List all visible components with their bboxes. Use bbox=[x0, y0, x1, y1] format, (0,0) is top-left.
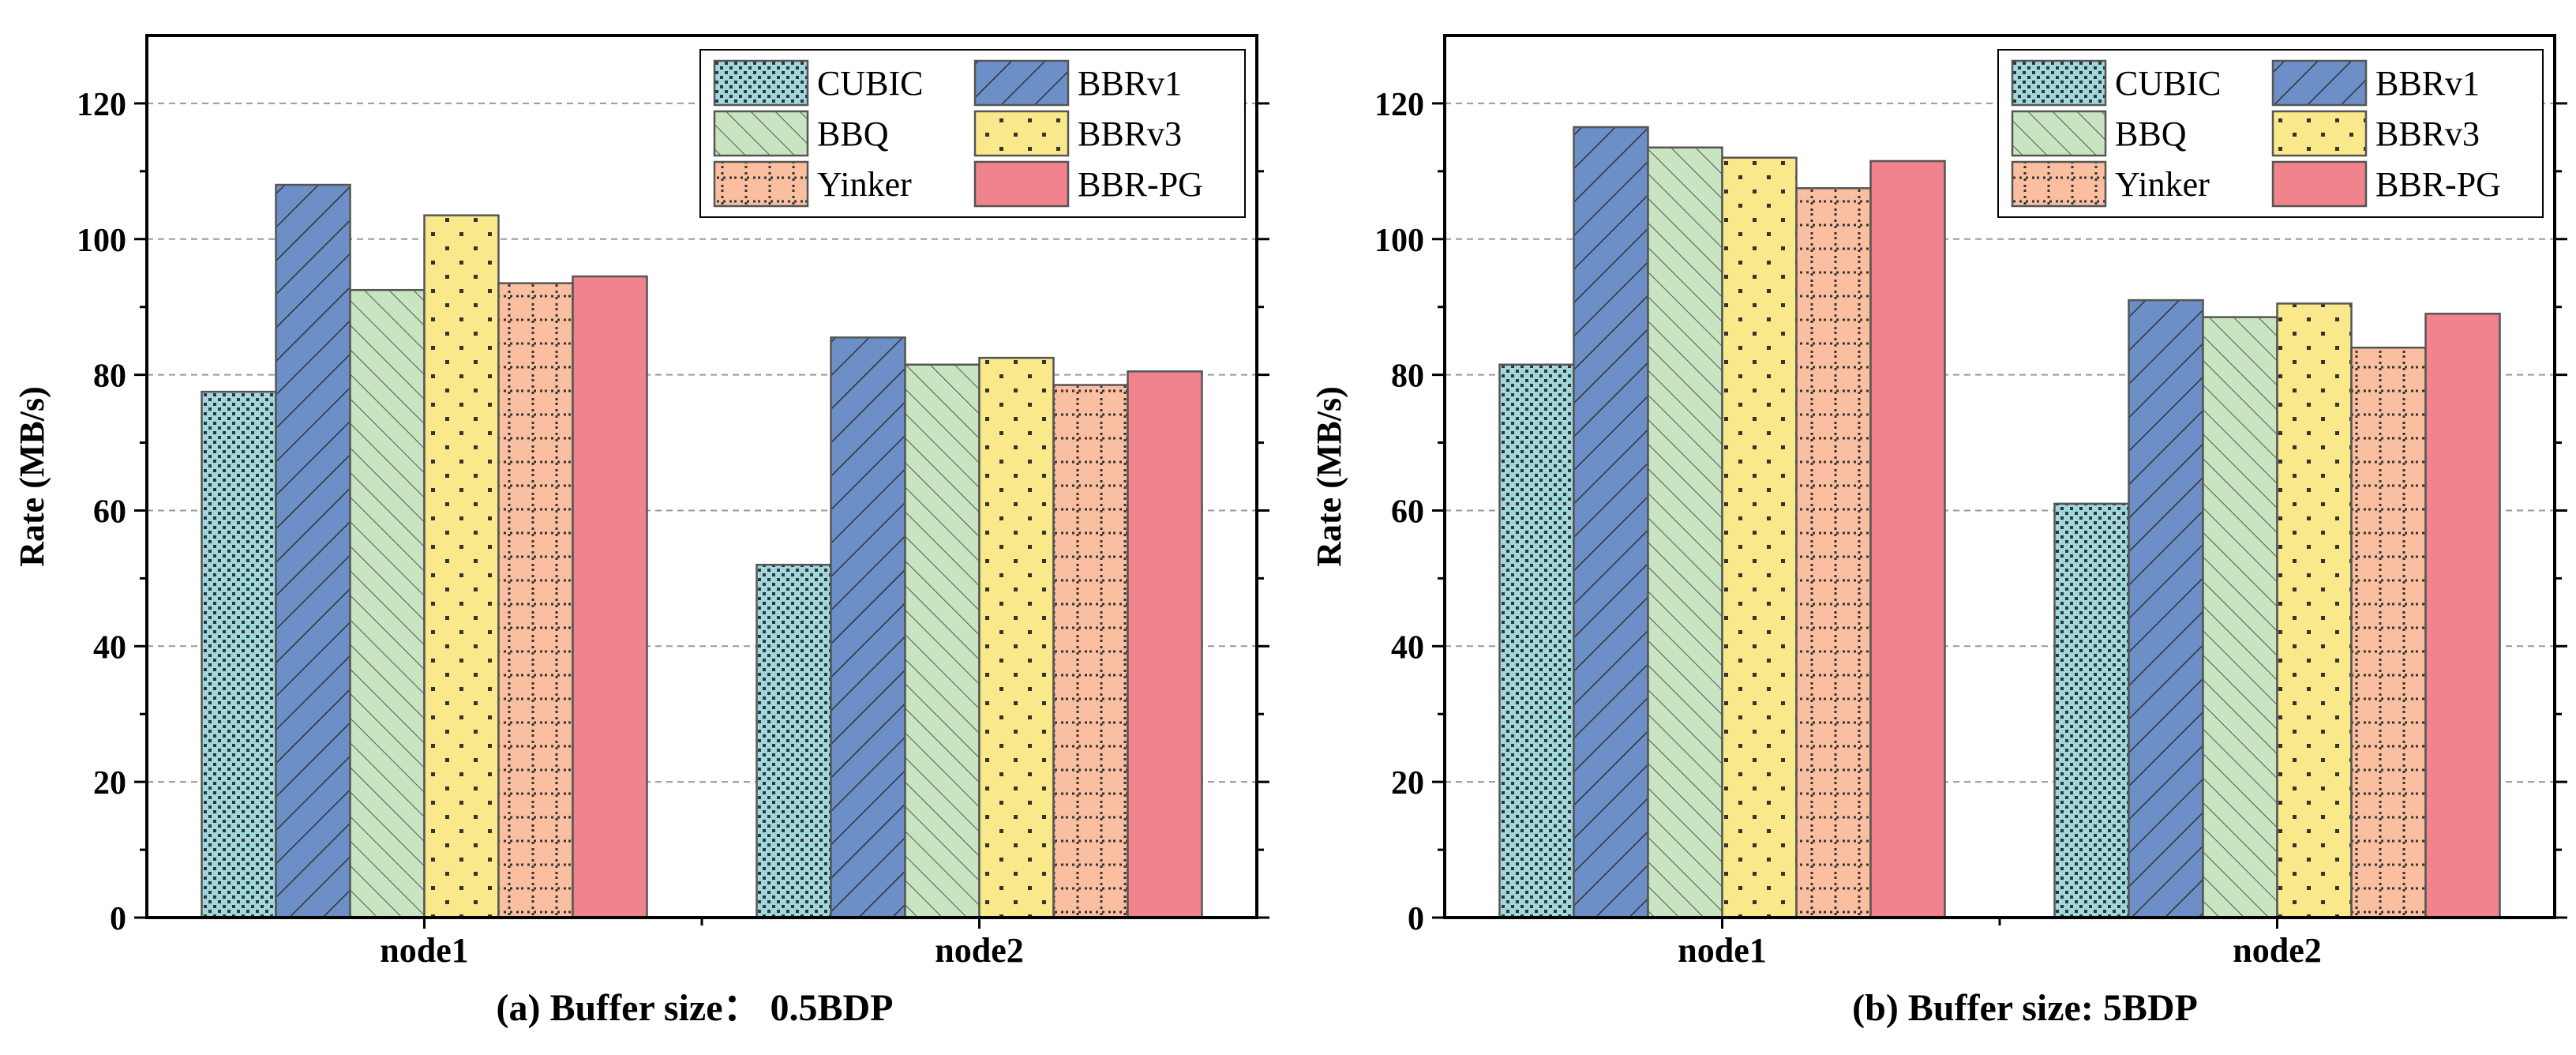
bar-bbrv1-node2 bbox=[830, 336, 906, 919]
y-tick-label: 120 bbox=[77, 87, 126, 123]
x-tick-label: node2 bbox=[935, 931, 1023, 970]
bar-bbr-pg-node1 bbox=[572, 275, 648, 919]
bar-cubic-node1 bbox=[201, 390, 277, 919]
legend-label-cubic: CUBIC bbox=[817, 64, 923, 103]
y-tick-label: 0 bbox=[110, 901, 126, 937]
legend-label-bbq: BBQ bbox=[817, 115, 889, 153]
legend-swatch-yinker bbox=[713, 160, 809, 208]
legend-label-bbr-pg: BBR-PG bbox=[2375, 165, 2501, 204]
legend-label-bbrv1: BBRv1 bbox=[2375, 64, 2480, 103]
legend-label-bbq: BBQ bbox=[2115, 115, 2187, 153]
legend-label-cubic: CUBIC bbox=[2115, 64, 2221, 103]
bar-bbr-pg-node1 bbox=[1869, 160, 1946, 919]
bar-bbr-pg-node2 bbox=[1127, 370, 1203, 919]
x-tick-label: node1 bbox=[380, 931, 468, 970]
legend-swatch-bbr-pg bbox=[973, 160, 1070, 208]
y-axis-label: Rate (MB/s) bbox=[1310, 386, 1348, 567]
chart-panel-a: node1 node2 0 20 40 60 80 100 120 Rate (MB/s) (a) … bbox=[13, 34, 1269, 1029]
bar-bbq-node2 bbox=[904, 363, 981, 919]
legend-label-yinker: Yinker bbox=[2115, 165, 2210, 204]
x-tick-label: node1 bbox=[1678, 931, 1766, 970]
y-tick-label: 0 bbox=[1408, 901, 1424, 937]
bar-cubic-node1 bbox=[1498, 363, 1575, 919]
bar-bbrv3-node1 bbox=[1721, 156, 1798, 919]
bar-bbrv3-node1 bbox=[423, 214, 500, 919]
y-tick-label: 100 bbox=[1374, 223, 1424, 259]
x-tick-label: node2 bbox=[2233, 931, 2321, 970]
bar-yinker-node2 bbox=[1052, 384, 1129, 919]
bar-bbq-node1 bbox=[349, 288, 426, 919]
bar-bbrv1-node1 bbox=[275, 183, 351, 919]
plot-frame bbox=[145, 34, 1258, 919]
chart-caption: (b) Buffer size: 5BDP bbox=[1852, 987, 2198, 1029]
bar-cubic-node2 bbox=[756, 563, 832, 919]
bar-bbr-pg-node2 bbox=[2424, 313, 2501, 919]
y-tick-label: 20 bbox=[93, 765, 126, 802]
legend-label-bbrv3: BBRv3 bbox=[1078, 115, 1182, 153]
chart-panel-b: node1 node2 0 20 40 60 80 100 120 Rate (MB/s) (b) … bbox=[1310, 34, 2567, 1029]
bar-yinker-node1 bbox=[497, 282, 574, 919]
legend-swatch-bbrv1 bbox=[2271, 59, 2368, 107]
y-tick-label: 80 bbox=[1391, 359, 1424, 395]
y-tick-label: 120 bbox=[1374, 87, 1424, 123]
bar-yinker-node1 bbox=[1795, 187, 1872, 919]
y-tick-label: 60 bbox=[93, 494, 126, 530]
bar-cubic-node2 bbox=[2053, 502, 2130, 919]
bar-bbrv1-node2 bbox=[2128, 298, 2204, 919]
bar-yinker-node2 bbox=[2350, 346, 2427, 919]
bar-bbq-node2 bbox=[2202, 316, 2278, 919]
legend-label-bbrv1: BBRv1 bbox=[1078, 64, 1182, 103]
legend-swatch-bbq bbox=[2011, 110, 2107, 157]
bar-bbrv3-node2 bbox=[978, 356, 1055, 919]
y-tick-label: 100 bbox=[77, 223, 126, 259]
bar-bbq-node1 bbox=[1647, 146, 1723, 919]
bar-bbrv1-node1 bbox=[1573, 126, 1649, 919]
y-tick-label: 40 bbox=[1391, 629, 1424, 666]
legend-swatch-bbrv1 bbox=[973, 59, 1070, 107]
legend-swatch-cubic bbox=[2011, 59, 2107, 107]
legend-swatch-cubic bbox=[713, 59, 809, 107]
y-tick-label: 60 bbox=[1391, 494, 1424, 530]
y-tick-label: 20 bbox=[1391, 765, 1424, 802]
legend-swatch-bbr-pg bbox=[2271, 160, 2368, 208]
legend-label-yinker: Yinker bbox=[817, 165, 912, 204]
bar-bbrv3-node2 bbox=[2276, 302, 2353, 919]
legend-swatch-bbq bbox=[713, 110, 809, 157]
y-tick-label: 80 bbox=[93, 359, 126, 395]
y-tick-label: 40 bbox=[93, 629, 126, 666]
legend-swatch-bbrv3 bbox=[973, 110, 1070, 157]
legend-swatch-yinker bbox=[2011, 160, 2107, 208]
legend-label-bbr-pg: BBR-PG bbox=[1078, 165, 1203, 204]
legend-label-bbrv3: BBRv3 bbox=[2375, 115, 2480, 153]
legend-swatch-bbrv3 bbox=[2271, 110, 2368, 157]
plot-frame bbox=[1443, 34, 2556, 919]
chart-caption: (a) Buffer size： 0.5BDP bbox=[496, 987, 893, 1029]
y-axis-label: Rate (MB/s) bbox=[13, 386, 51, 567]
